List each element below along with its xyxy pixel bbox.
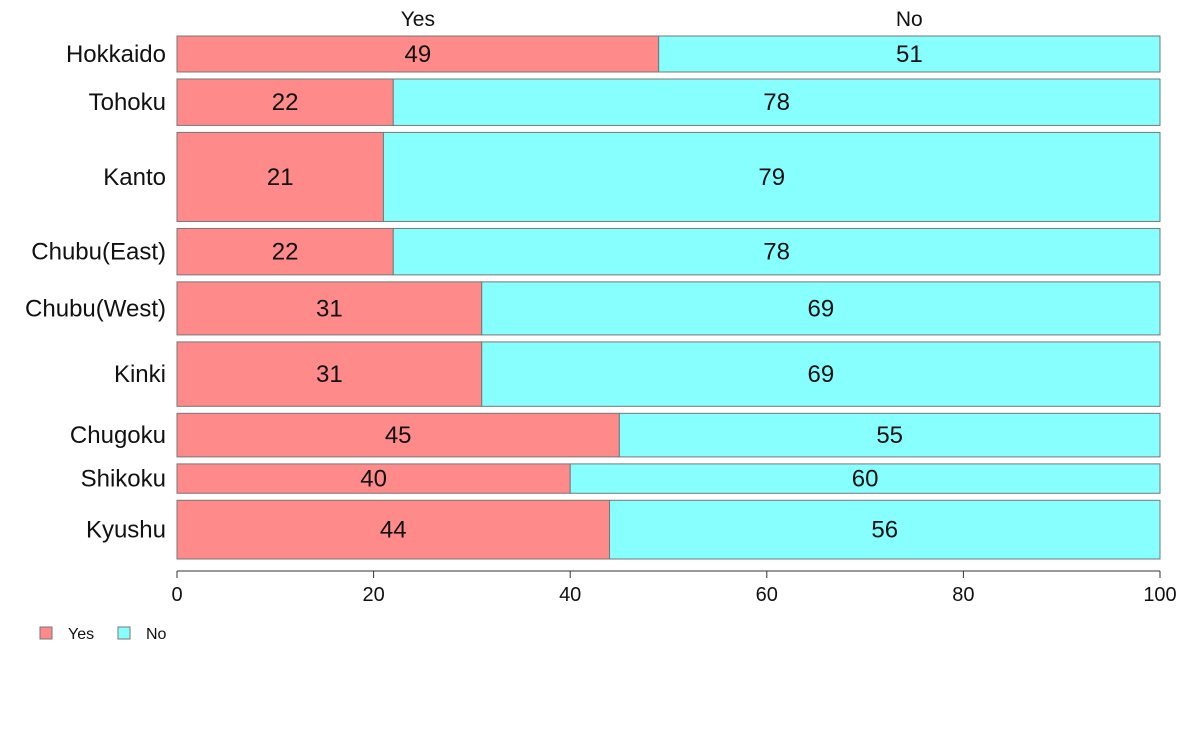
category-label-kanto: Kanto: [103, 164, 166, 191]
x-tick-label-100: 100: [1143, 584, 1176, 606]
bar-no-chubu-east: [392, 227, 1161, 276]
data-label-no-chubu-west: 69: [808, 295, 835, 322]
data-label-no-kanto: 79: [758, 164, 785, 191]
bar-no-hokkaido: [658, 35, 1161, 73]
bar-no-chugoku: [618, 412, 1161, 458]
legend-label-yes: Yes: [68, 626, 94, 643]
x-tick-label-40: 40: [559, 584, 581, 606]
category-label-chugoku: Chugoku: [70, 422, 166, 449]
bar-no-kyushu: [609, 499, 1161, 560]
bar-yes-kanto: [176, 131, 384, 222]
bar-yes-chubu-west: [176, 281, 483, 336]
bar-no-kinki: [481, 341, 1161, 407]
data-label-yes-chugoku: 45: [385, 422, 412, 449]
data-label-no-tohoku: 78: [763, 89, 790, 116]
data-label-no-hokkaido: 51: [896, 41, 923, 68]
legend-swatch-yes: [39, 626, 53, 640]
category-label-kyushu: Kyushu: [86, 517, 166, 544]
x-tick-label-0: 0: [171, 584, 182, 606]
legend-label-no: No: [146, 626, 167, 643]
category-label-chubu-east: Chubu(East): [31, 239, 166, 266]
bar-yes-hokkaido: [176, 35, 660, 73]
data-label-yes-chubu-east: 22: [272, 239, 299, 266]
legend-swatch-no: [117, 626, 131, 640]
category-label-kinki: Kinki: [114, 361, 166, 388]
data-label-no-shikoku: 60: [852, 466, 879, 493]
category-label-shikoku: Shikoku: [81, 466, 166, 493]
category-label-chubu-west: Chubu(West): [25, 295, 166, 322]
data-label-no-chubu-east: 78: [763, 239, 790, 266]
data-label-yes-kyushu: 44: [380, 517, 407, 544]
data-label-yes-chubu-west: 31: [316, 295, 343, 322]
column-header-no: No: [896, 8, 923, 31]
bar-no-chubu-west: [481, 281, 1161, 336]
data-label-yes-kanto: 21: [267, 164, 294, 191]
data-label-yes-tohoku: 22: [272, 89, 299, 116]
data-label-no-kyushu: 56: [871, 517, 898, 544]
bar-yes-chubu-east: [176, 227, 394, 276]
data-label-yes-hokkaido: 49: [404, 41, 431, 68]
x-tick-label-80: 80: [952, 584, 974, 606]
bar-yes-kyushu: [176, 499, 611, 560]
category-label-tohoku: Tohoku: [89, 89, 166, 116]
category-label-hokkaido: Hokkaido: [66, 41, 166, 68]
x-tick-label-20: 20: [362, 584, 384, 606]
data-label-yes-shikoku: 40: [360, 466, 387, 493]
data-label-no-chugoku: 55: [876, 422, 903, 449]
bar-no-shikoku: [569, 463, 1161, 494]
bar-yes-tohoku: [176, 78, 394, 126]
bar-yes-chugoku: [176, 412, 620, 458]
column-header-yes: Yes: [401, 8, 435, 31]
bar-no-kanto: [382, 131, 1161, 222]
bar-no-tohoku: [392, 78, 1161, 126]
data-label-no-kinki: 69: [808, 361, 835, 388]
x-tick-label-60: 60: [756, 584, 778, 606]
data-label-yes-kinki: 31: [316, 361, 343, 388]
